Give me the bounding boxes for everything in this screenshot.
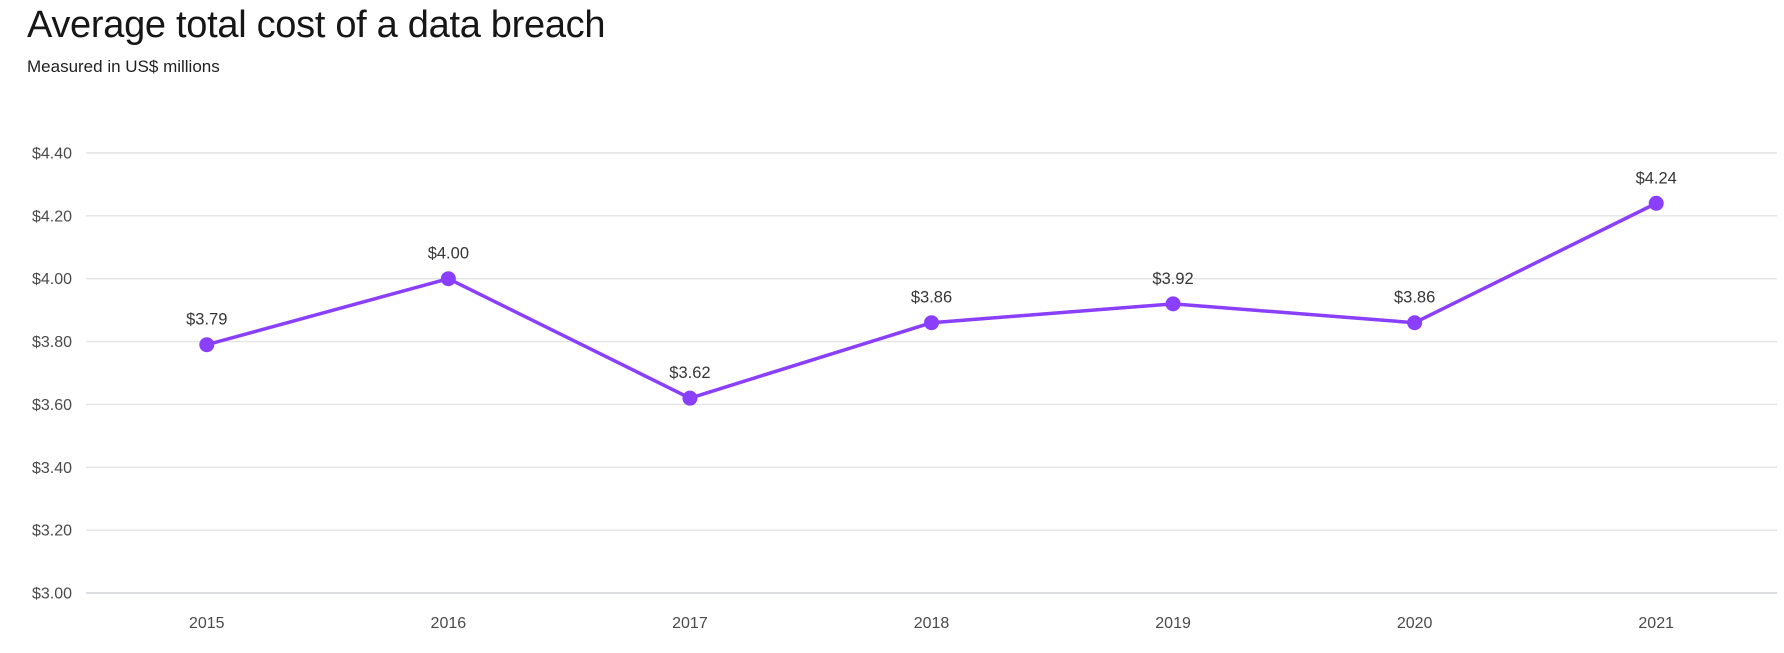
x-axis-tick-label: 2018 <box>914 615 950 632</box>
y-axis-tick-label: $4.20 <box>32 208 72 225</box>
data-point-dot[interactable] <box>924 315 939 331</box>
data-point-dot[interactable] <box>1648 195 1664 211</box>
data-point-label: $3.62 <box>669 364 710 382</box>
data-point-label: $4.24 <box>1636 169 1677 187</box>
data-point-label: $3.79 <box>186 311 227 329</box>
y-axis-tick-label: $4.00 <box>32 271 72 288</box>
data-point-label: $3.86 <box>911 289 952 307</box>
data-point-dot[interactable] <box>1407 315 1423 331</box>
x-axis-tick-label: 2021 <box>1638 615 1674 632</box>
x-axis-tick-label: 2019 <box>1155 615 1191 632</box>
chart-title: Average total cost of a data breach <box>27 4 606 46</box>
data-point-dot[interactable] <box>199 337 215 353</box>
data-point-label: $3.92 <box>1152 270 1193 288</box>
y-axis-tick-label: $3.00 <box>32 586 72 603</box>
data-point-label: $3.86 <box>1394 289 1435 307</box>
x-axis-tick-label: 2016 <box>431 615 467 632</box>
chart-subtitle: Measured in US$ millions <box>27 57 220 76</box>
y-axis-tick-label: $4.40 <box>32 146 72 163</box>
y-axis-tick-label: $3.20 <box>32 523 72 540</box>
y-axis-tick-label: $3.80 <box>32 334 72 351</box>
x-axis-tick-label: 2015 <box>189 615 225 632</box>
data-point-dot[interactable] <box>682 390 698 406</box>
x-axis-tick-label: 2017 <box>672 615 708 632</box>
y-axis-tick-label: $3.60 <box>32 397 72 414</box>
x-axis-tick-label: 2020 <box>1397 615 1433 632</box>
data-point-dot[interactable] <box>440 271 456 287</box>
data-point-dot[interactable] <box>1165 296 1181 312</box>
y-axis-tick-label: $3.40 <box>32 460 72 477</box>
data-point-label: $4.00 <box>428 245 469 263</box>
